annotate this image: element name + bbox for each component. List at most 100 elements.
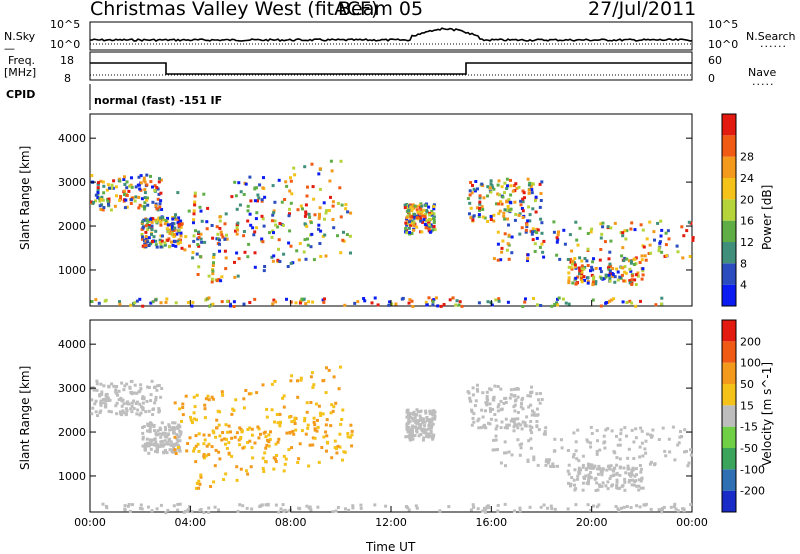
scatter-cell [192, 212, 196, 216]
scatter-cell [300, 297, 304, 301]
scatter-cell [99, 198, 103, 201]
scatter-cell [236, 221, 240, 225]
scatter-cell [288, 207, 291, 211]
colorbar-swatch [722, 384, 736, 406]
scatter-cell [167, 442, 171, 446]
colorbar-swatch [722, 405, 736, 427]
scatter-cell [489, 218, 493, 221]
scatter-cell [123, 504, 127, 508]
scatter-cell [363, 299, 367, 303]
scatter-cell [260, 198, 264, 202]
scatter-cell [570, 249, 574, 253]
scatter-cell [623, 265, 627, 269]
scatter-cell [415, 214, 419, 218]
scatter-cell [262, 176, 265, 180]
scatter-cell [491, 397, 495, 401]
scatter-cell [285, 431, 289, 435]
scatter-cell [207, 453, 211, 457]
scatter-cell [249, 199, 253, 203]
scatter-cell [481, 391, 485, 395]
beam-label: Beam 05 [338, 0, 424, 20]
scatter-cell [262, 224, 266, 228]
scatter-cell [460, 304, 464, 308]
scatter-cell [513, 218, 517, 222]
scatter-cell [417, 419, 421, 423]
scatter-cell [572, 431, 576, 435]
scatter-cell [633, 228, 637, 232]
scatter-cell [214, 435, 218, 439]
scatter-cell [471, 503, 475, 507]
freq-line [90, 62, 692, 75]
scatter-cell [472, 214, 476, 218]
scatter-cell [634, 283, 638, 286]
scatter-cell [526, 259, 529, 262]
scatter-cell [480, 408, 484, 412]
scatter-cell [430, 210, 434, 213]
scatter-cell [313, 428, 317, 432]
scatter-cell [141, 244, 145, 248]
scatter-cell [555, 236, 559, 240]
scatter-cell [653, 238, 656, 242]
scatter-cell [496, 230, 500, 234]
scatter-cell [166, 238, 170, 242]
scatter-cell [496, 405, 500, 409]
scatter-cell [530, 191, 534, 195]
scatter-cell [359, 503, 363, 507]
scatter-cell [316, 505, 320, 509]
scatter-cell [583, 257, 587, 260]
scatter-cell [603, 446, 607, 450]
scatter-cell [480, 182, 484, 186]
scatter-cell [588, 466, 592, 470]
scatter-cell [248, 439, 252, 443]
scatter-cell [224, 267, 228, 271]
scatter-cell [575, 457, 579, 461]
scatter-cell [471, 218, 475, 222]
scatter-cell [514, 398, 518, 402]
scatter-cell [605, 468, 609, 472]
scatter-cell [148, 421, 152, 425]
scatter-cell [612, 297, 616, 301]
scatter-cell [311, 185, 315, 189]
scatter-cell [304, 432, 308, 436]
scatter-cell [527, 439, 531, 443]
scatter-cell [488, 422, 492, 426]
scatter-cell [145, 183, 149, 187]
scatter-cell [407, 301, 411, 305]
scatter-cell [101, 180, 105, 184]
scatter-cell [155, 388, 159, 392]
scatter-cell [457, 303, 461, 307]
scatter-cell [432, 207, 436, 211]
scatter-cell [189, 418, 193, 422]
scatter-cell [117, 389, 121, 393]
scatter-cell [249, 465, 253, 469]
scatter-cell [147, 451, 151, 455]
scatter-cell [526, 394, 530, 398]
scatter-cell [338, 432, 342, 436]
scatter-cell [299, 378, 303, 382]
scatter-cell [531, 230, 534, 234]
scatter-cell [433, 228, 437, 232]
scatter-cell [123, 183, 127, 186]
scatter-cell [265, 443, 269, 447]
scatter-cell [104, 504, 108, 508]
scatter-cell [524, 228, 528, 232]
scatter-cell [305, 410, 309, 414]
scatter-cell [174, 217, 178, 221]
scatter-cell [532, 297, 535, 300]
scatter-cell [312, 197, 316, 201]
scatter-cell [612, 469, 616, 473]
scatter-cell [203, 416, 207, 420]
scatter-cell [151, 185, 154, 189]
scatter-cell [530, 232, 534, 236]
scatter-cell [415, 408, 419, 412]
scatter-cell [324, 430, 328, 434]
scatter-cell [266, 502, 270, 506]
scatter-cell [499, 408, 503, 412]
colorbar-tick-label: 24 [740, 172, 754, 185]
scatter-cell [523, 421, 527, 425]
scatter-cell [287, 241, 291, 245]
scatter-cell [572, 453, 576, 456]
scatter-cell [195, 418, 198, 422]
scatter-cell [520, 442, 524, 446]
scatter-cell [229, 430, 232, 434]
